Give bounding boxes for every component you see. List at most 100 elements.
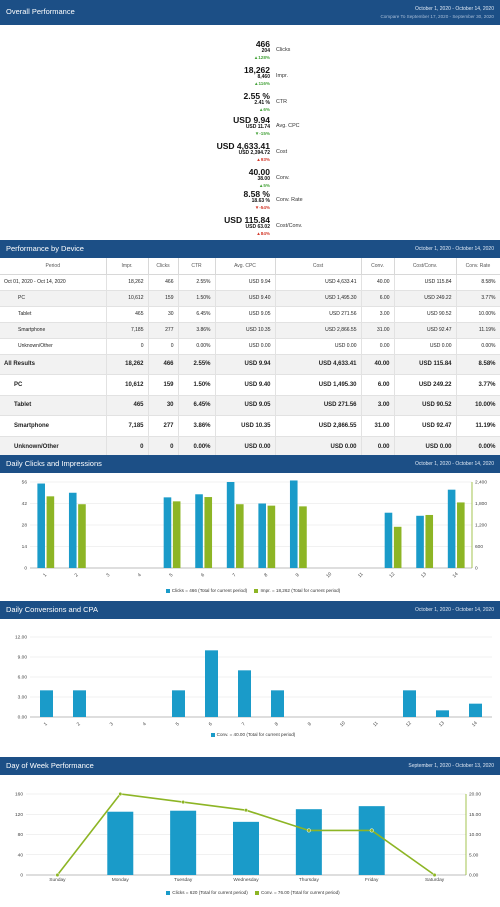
x-tick-label: 13 [420, 571, 428, 579]
table-cell: 0 [106, 338, 149, 355]
table-cell: USD 1,495.30 [275, 374, 362, 396]
y-tick-label: 9.00 [18, 655, 28, 661]
x-tick-label: Tuesday [174, 877, 193, 883]
y2-tick-label: 20.00 [469, 792, 481, 798]
day-of-week-chart: 0 0.00 40 5.00 80 10.00 120 15.00 160 20.00 Sunday… [15, 791, 481, 883]
x-tick-label: 2 [76, 721, 82, 727]
table-cell: USD 249.22 [394, 290, 457, 307]
y2-tick-label: 1,200 [475, 523, 487, 529]
x-tick-label: 8 [263, 572, 269, 578]
point-conversions [55, 872, 60, 878]
table-cell: 466 [148, 354, 179, 376]
y-tick-label: 160 [15, 792, 23, 798]
table-cell: USD 0.00 [215, 436, 276, 458]
x-tick-label: 14 [471, 720, 479, 728]
bar-conversions [403, 690, 416, 717]
legend-conv: Conv. = 40.00 (Total for current period) [216, 732, 296, 737]
table-cell: USD 1,495.30 [275, 290, 362, 307]
overall-date-range: October 1, 2020 - October 14, 2020 [415, 6, 494, 12]
table-cell: USD 115.84 [394, 274, 457, 291]
point-conversions [118, 791, 123, 797]
table-cell: USD 90.52 [394, 395, 457, 417]
table-cell: 3.77% [456, 374, 500, 396]
bar-clicks [195, 494, 203, 568]
bar-impressions [78, 504, 86, 568]
metric-label: Cost/Conv. [276, 223, 303, 229]
bar-impressions [425, 514, 434, 568]
table-cell: 40.00 [361, 354, 395, 376]
metric-change: ▼-15% [254, 130, 270, 136]
y2-tick-label: 0 [475, 566, 478, 572]
table-cell: 11.19% [456, 322, 500, 339]
table-cell: 159 [148, 374, 179, 396]
metric-previous: 204 [261, 48, 270, 54]
dow-header: Day of Week Performance September 1, 202… [0, 757, 500, 775]
table-cell: 0.00% [178, 436, 216, 458]
bar-clicks [289, 480, 298, 568]
metric-label: Clicks [276, 47, 291, 53]
y2-tick-label: 600 [475, 544, 483, 550]
x-tick-label: 11 [372, 720, 380, 728]
column-header: Period [0, 258, 107, 275]
x-tick-label: 7 [231, 572, 237, 578]
column-header: Cost/Conv. [394, 258, 457, 275]
table-cell: All Results [0, 354, 107, 376]
table-cell: 3.86% [178, 415, 216, 437]
table-cell: 277 [148, 415, 179, 437]
y-tick-label: 28 [22, 523, 28, 529]
x-tick-label: Wednesday [233, 877, 259, 883]
bar-conversions [271, 690, 284, 717]
bar-impressions [267, 505, 276, 568]
table-cell: 6.45% [178, 395, 216, 417]
table-cell: 11.19% [456, 415, 500, 437]
table-cell: 40.00 [361, 274, 395, 291]
table-cell: Tablet [0, 306, 107, 323]
table-cell: 6.00 [361, 374, 395, 396]
metric-label: Cost [276, 149, 288, 155]
table-cell: USD 10.35 [215, 415, 276, 437]
table-cell: 30 [148, 306, 179, 323]
bar-impressions [46, 496, 55, 568]
metric-values: 8.58 % 18.63 % ▼-54% [170, 190, 270, 210]
x-tick-label: 13 [438, 720, 446, 728]
metric-value: 2.55 % [243, 91, 270, 101]
y-tick-label: 80 [18, 832, 24, 838]
table-cell: 31.00 [361, 415, 395, 437]
dow-legend: Clicks = 620 (Total for current period) … [0, 890, 500, 895]
table-cell: Smartphone [0, 415, 107, 437]
legend-dow-clicks: Clicks = 620 (Total for current period) [172, 890, 248, 895]
bar-clicks [107, 811, 134, 875]
column-header: Cost [275, 258, 362, 275]
x-tick-label: 12 [388, 571, 396, 579]
y-tick-label: 6.00 [18, 675, 28, 681]
x-tick-label: 1 [43, 721, 49, 727]
metric-values: USD 9.94 USD 11.74 ▼-15% [170, 116, 270, 136]
table-cell: 466 [148, 274, 179, 291]
x-tick-label: 7 [241, 721, 247, 727]
table-row: Smartphone 7,185 277 3.86% USD 10.35 USD 2,86… [0, 322, 500, 339]
table-row: Unknown/Other 0 0 0.00% USD 0.00 USD 0.00 0.00… [0, 436, 500, 458]
point-conversions [181, 800, 186, 805]
table-cell: USD 2,866.55 [275, 322, 362, 339]
table-cell: 31.00 [361, 322, 395, 339]
point-conversions [432, 872, 437, 878]
metric-values: 40.00 38.00 ▲5% [170, 168, 270, 188]
table-cell: USD 9.94 [215, 274, 276, 291]
bar-clicks [447, 489, 456, 568]
y-tick-label: 40 [18, 852, 24, 858]
x-tick-label: 6 [200, 572, 206, 578]
table-cell: USD 9.40 [215, 374, 276, 396]
legend-dow-clicks-swatch [166, 890, 171, 895]
metric-value: 466 [255, 39, 270, 49]
metric-values: 18,262 8,460 ▲116% [170, 66, 270, 86]
bar-clicks [358, 806, 385, 875]
x-tick-label: 5 [175, 721, 181, 727]
clicks-legend: Clicks = 466 (Total for current period) … [0, 588, 500, 593]
metric-change: ▲5% [258, 182, 270, 188]
column-header: Conv. [361, 258, 395, 275]
bar-clicks [68, 492, 77, 568]
table-cell: USD 0.00 [394, 338, 457, 355]
bar-impressions [172, 501, 181, 568]
metric-change: ▲128% [253, 54, 270, 60]
